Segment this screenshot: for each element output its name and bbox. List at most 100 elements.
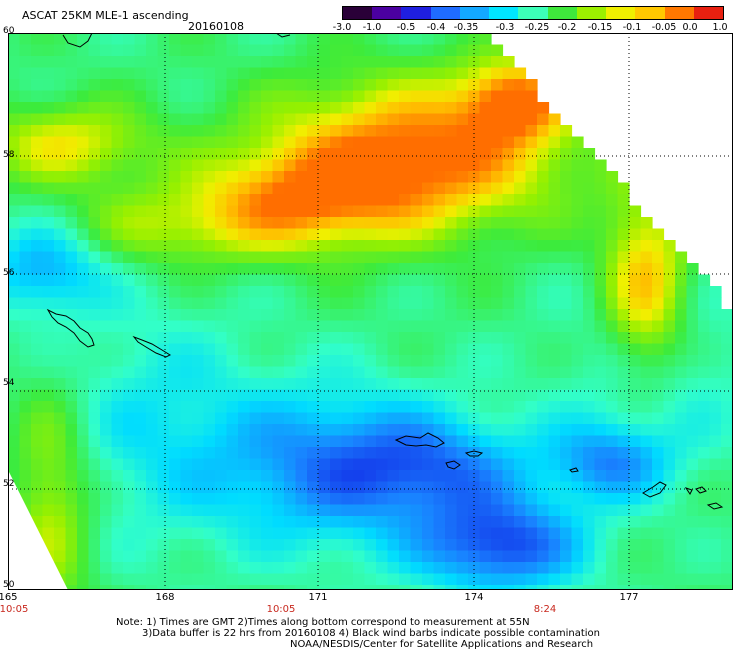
data-cell xyxy=(272,470,285,483)
data-cell xyxy=(629,481,642,494)
data-cell xyxy=(65,562,78,575)
data-cell xyxy=(203,573,216,586)
data-cell xyxy=(134,550,147,563)
data-cell xyxy=(364,378,377,391)
data-cell xyxy=(583,320,596,333)
data-cell xyxy=(31,297,44,310)
data-cell xyxy=(606,389,619,402)
data-cell xyxy=(157,251,170,264)
data-cell xyxy=(261,33,274,46)
data-cell xyxy=(709,355,722,368)
data-cell xyxy=(203,343,216,356)
data-cell xyxy=(88,332,101,345)
data-cell xyxy=(157,332,170,345)
data-cell xyxy=(100,263,113,276)
data-cell xyxy=(157,458,170,471)
data-cell xyxy=(721,435,733,448)
data-cell xyxy=(594,286,607,299)
data-cell xyxy=(111,435,124,448)
data-cell xyxy=(560,366,573,379)
data-cell xyxy=(422,447,435,460)
data-cell xyxy=(134,113,147,126)
data-cell xyxy=(537,125,550,138)
data-cell xyxy=(606,286,619,299)
data-cell xyxy=(146,378,159,391)
data-cell xyxy=(318,251,331,264)
data-cell xyxy=(617,343,630,356)
data-cell xyxy=(698,458,711,471)
data-cell xyxy=(617,470,630,483)
data-cell xyxy=(100,366,113,379)
data-cell xyxy=(215,90,228,103)
data-cell xyxy=(19,194,32,207)
data-cell xyxy=(445,539,458,552)
data-cell xyxy=(261,504,274,517)
data-cell xyxy=(111,286,124,299)
data-cell xyxy=(77,251,90,264)
data-cell xyxy=(502,205,515,218)
data-cell xyxy=(203,263,216,276)
data-cell xyxy=(31,355,44,368)
data-cell xyxy=(663,389,676,402)
data-cell xyxy=(8,320,21,333)
data-cell xyxy=(629,550,642,563)
data-cell xyxy=(42,182,55,195)
data-cell xyxy=(502,401,515,414)
data-cell xyxy=(433,458,446,471)
data-cell xyxy=(307,33,320,46)
data-cell xyxy=(31,493,44,506)
data-cell xyxy=(399,286,412,299)
data-cell xyxy=(525,205,538,218)
data-cell xyxy=(537,527,550,540)
data-cell xyxy=(422,90,435,103)
data-cell xyxy=(284,251,297,264)
data-cell xyxy=(215,33,228,46)
data-cell xyxy=(31,228,44,241)
data-cell xyxy=(215,389,228,402)
data-cell xyxy=(410,194,423,207)
data-cell xyxy=(111,33,124,46)
data-cell xyxy=(456,297,469,310)
data-cell xyxy=(65,320,78,333)
data-cell xyxy=(54,389,67,402)
data-cell xyxy=(295,585,308,590)
data-cell xyxy=(169,90,182,103)
data-cell xyxy=(295,458,308,471)
data-cell xyxy=(203,481,216,494)
data-cell xyxy=(215,113,228,126)
data-cell xyxy=(192,194,205,207)
data-cell xyxy=(456,228,469,241)
data-cell xyxy=(307,251,320,264)
data-cell xyxy=(594,504,607,517)
data-cell xyxy=(31,412,44,425)
data-cell xyxy=(721,447,733,460)
data-cell xyxy=(134,148,147,161)
data-cell xyxy=(146,309,159,322)
data-cell xyxy=(203,504,216,517)
data-cell xyxy=(261,539,274,552)
data-cell xyxy=(433,389,446,402)
data-cell xyxy=(410,44,423,57)
data-cell xyxy=(238,366,251,379)
data-cell xyxy=(226,297,239,310)
data-cell xyxy=(502,320,515,333)
data-cell xyxy=(353,332,366,345)
data-cell xyxy=(410,182,423,195)
data-cell xyxy=(65,90,78,103)
data-cell xyxy=(77,585,90,590)
data-cell xyxy=(583,562,596,575)
data-cell xyxy=(422,585,435,590)
data-cell xyxy=(8,113,21,126)
data-cell xyxy=(169,79,182,92)
data-cell xyxy=(180,401,193,414)
data-cell xyxy=(537,481,550,494)
data-cell xyxy=(376,286,389,299)
data-cell xyxy=(88,562,101,575)
data-cell xyxy=(77,228,90,241)
data-cell xyxy=(663,240,676,253)
data-cell xyxy=(376,539,389,552)
data-cell xyxy=(146,263,159,276)
data-cell xyxy=(502,504,515,517)
data-cell xyxy=(100,182,113,195)
data-cell xyxy=(491,470,504,483)
